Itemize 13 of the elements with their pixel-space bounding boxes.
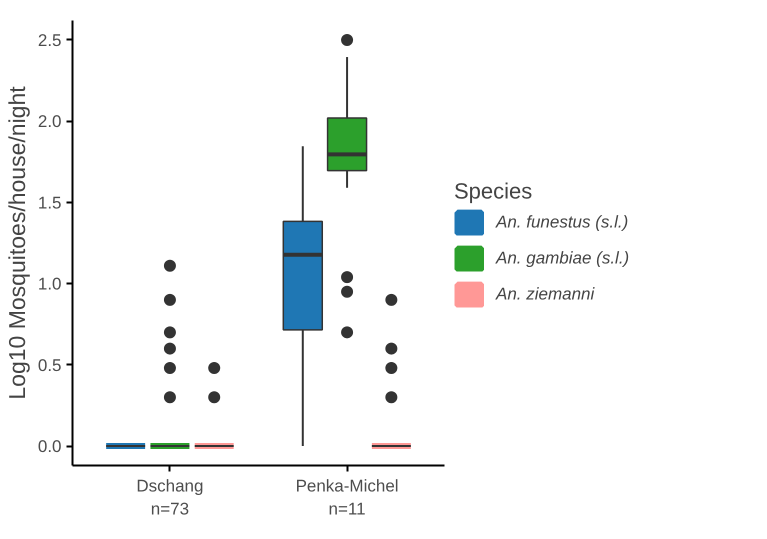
y-axis-title: Log10 Mosquitoes/house/night: [4, 86, 30, 400]
legend-label: An. ziemanni: [496, 284, 594, 304]
x-tick-label: Dschang n=73: [136, 476, 204, 518]
y-tick-label: 2.0: [38, 112, 62, 132]
y-tick-label: 1.5: [38, 193, 62, 212]
y-tick-label: 2.5: [38, 30, 62, 50]
y-tick-label: 0.0: [38, 437, 62, 456]
legend-label: An. funestus (s.l.): [496, 212, 628, 232]
legend-title: Species: [454, 178, 534, 204]
y-tick-label: 0.5: [38, 356, 62, 375]
x-tick-label: Penka-Michel n=11: [296, 476, 399, 518]
legend-label: An. gambiae (s.l.): [496, 248, 630, 268]
y-tick-label: 1.0: [38, 274, 62, 294]
